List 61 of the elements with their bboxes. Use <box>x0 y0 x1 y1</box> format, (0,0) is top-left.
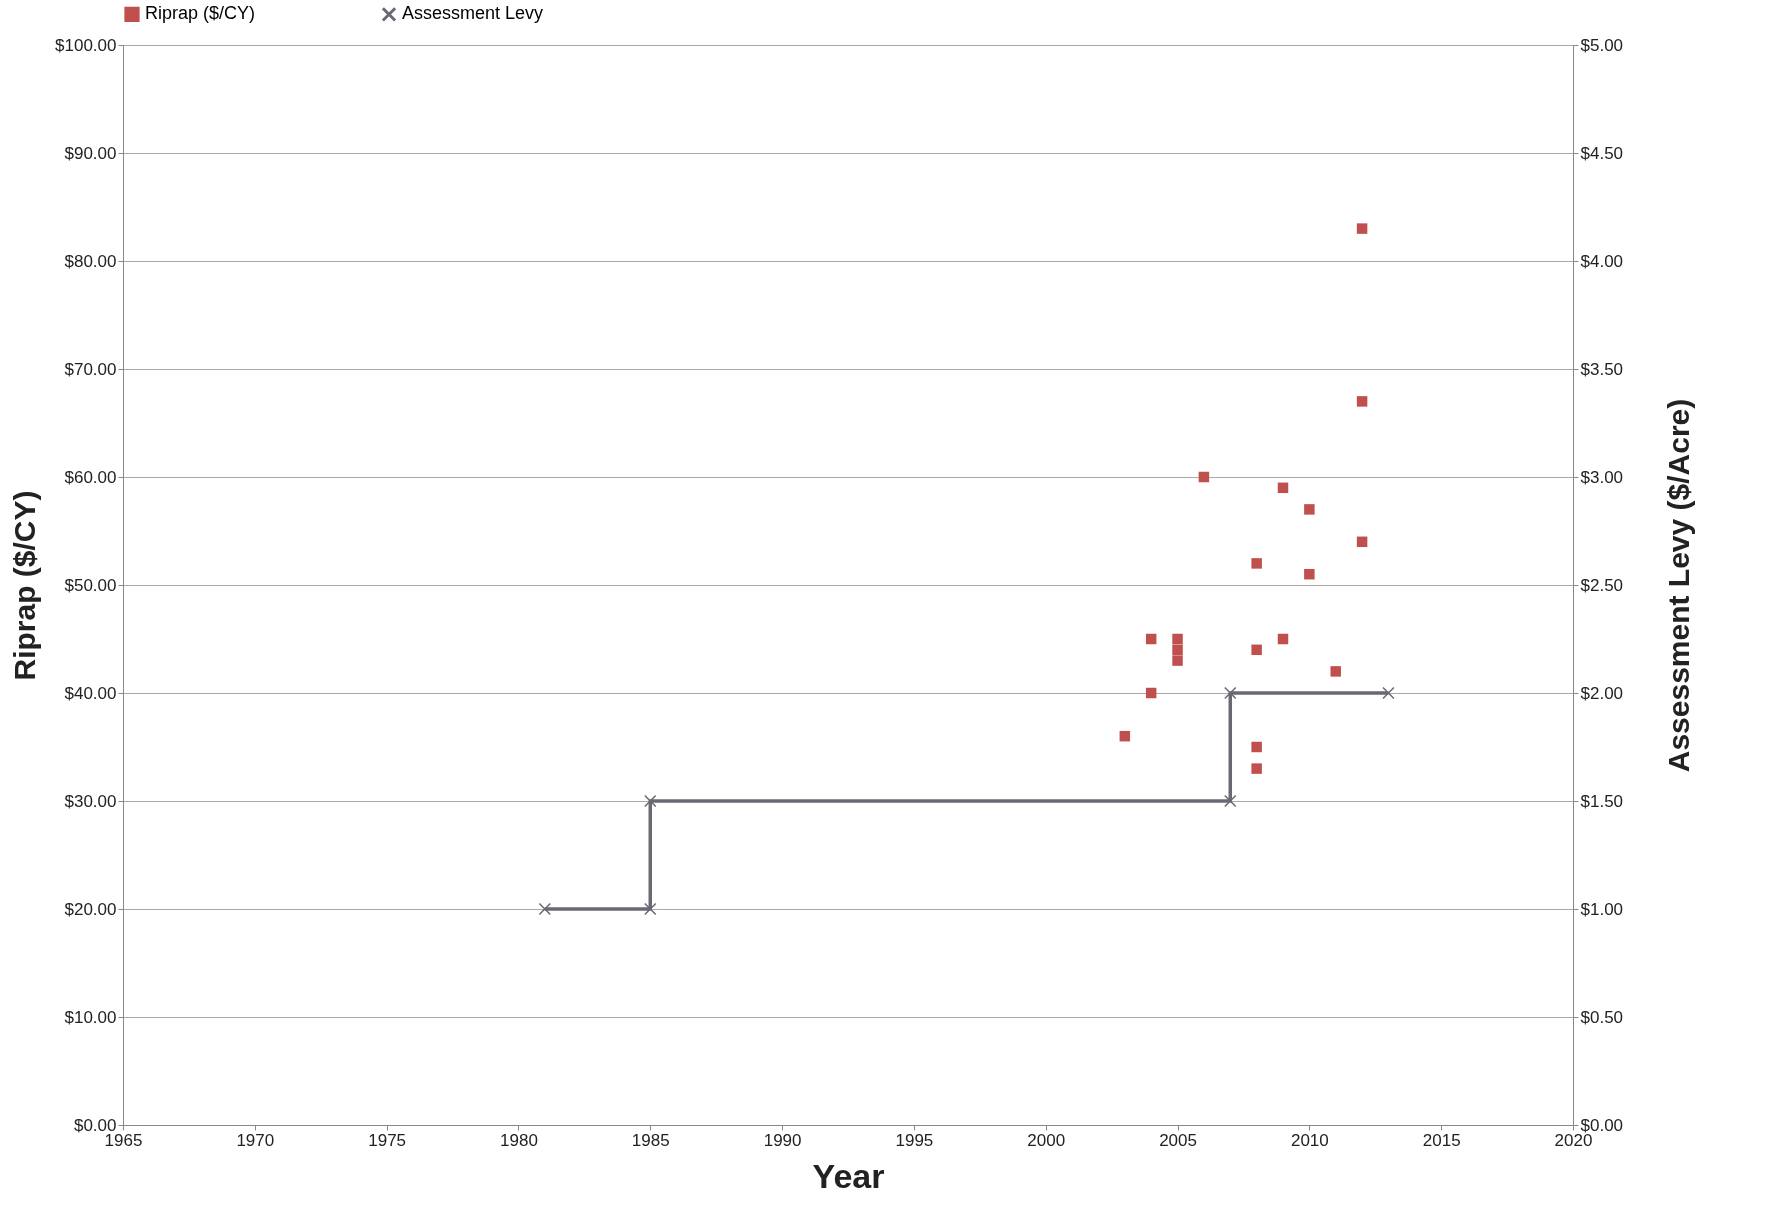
y-tick-label: $40.00 <box>64 683 117 703</box>
point <box>644 794 657 808</box>
x-tick-label: 1985 <box>631 1130 670 1150</box>
x-axis-title: Year <box>812 1156 885 1195</box>
y-tick-label: $90.00 <box>64 143 117 163</box>
y2-tick-label: $2.00 <box>1580 683 1624 703</box>
y-tick-label: $20.00 <box>64 899 117 919</box>
point <box>1356 536 1368 548</box>
x-tick-label: 1990 <box>763 1130 802 1150</box>
point <box>1356 396 1368 407</box>
x-tick-label: 1970 <box>236 1130 275 1150</box>
y-tick-label: $80.00 <box>64 251 117 271</box>
point <box>1356 223 1368 234</box>
y2-tick-label: $1.00 <box>1580 899 1624 919</box>
point <box>1304 504 1315 515</box>
y-axis-title: Riprap ($/CY) <box>8 490 42 681</box>
y2-tick-label: $3.50 <box>1580 359 1624 379</box>
point <box>1145 687 1157 699</box>
point <box>1277 633 1289 645</box>
point <box>1172 633 1183 645</box>
y2-tick-label: $4.50 <box>1580 143 1624 163</box>
point <box>538 902 552 916</box>
y2-tick-label: $4.00 <box>1580 251 1624 271</box>
point <box>1198 471 1210 483</box>
point <box>1277 482 1289 494</box>
point <box>1251 763 1262 774</box>
point <box>1251 741 1262 753</box>
y-tick-label: $50.00 <box>64 575 117 595</box>
x-tick-label: 2005 <box>1159 1130 1197 1150</box>
point <box>1251 558 1262 569</box>
x-tick-label: 2015 <box>1422 1130 1461 1150</box>
y-tick-label: $10.00 <box>64 1007 117 1027</box>
y2-tick-label: $1.50 <box>1580 791 1624 811</box>
y2-tick-label: $3.00 <box>1580 467 1624 487</box>
legend-label: Riprap ($/CY) <box>145 3 256 24</box>
point <box>1330 666 1341 677</box>
point <box>1251 644 1262 656</box>
point <box>1145 633 1157 645</box>
y2-tick-label: $5.00 <box>1580 35 1624 55</box>
y2-tick-label: $0.00 <box>1580 1115 1624 1135</box>
x-tick-label: 1995 <box>895 1130 934 1150</box>
x-tick-label: 1980 <box>500 1130 538 1150</box>
point <box>1304 568 1315 580</box>
point <box>1119 730 1131 742</box>
point <box>1172 644 1183 656</box>
point <box>1224 686 1237 700</box>
y-tick-label: $60.00 <box>64 467 117 487</box>
point <box>1224 794 1237 808</box>
y2-tick-label: $0.50 <box>1580 1007 1624 1027</box>
y-tick-label: $100.00 <box>55 35 117 55</box>
y2-axis-title: Assessment Levy ($/Acre) <box>1662 398 1696 773</box>
x-tick-label: 2000 <box>1027 1130 1066 1150</box>
point <box>1382 686 1395 700</box>
legend-label: Assessment Levy <box>402 3 544 24</box>
y-tick-label: $70.00 <box>64 359 117 379</box>
x-tick-label: 2010 <box>1290 1130 1329 1150</box>
x-tick-label: 1975 <box>368 1130 407 1150</box>
point <box>1172 655 1183 666</box>
y2-tick-label: $2.50 <box>1580 575 1624 595</box>
point <box>644 902 657 916</box>
y-tick-label: $30.00 <box>64 791 117 811</box>
